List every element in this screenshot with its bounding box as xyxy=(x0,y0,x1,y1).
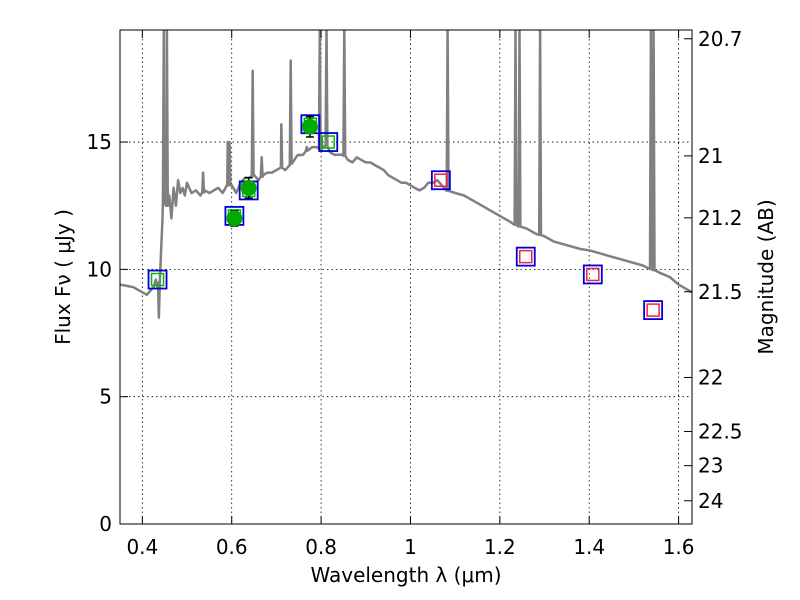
x-tick-label: 1.6 xyxy=(663,535,695,559)
x-tick-label: 1.2 xyxy=(484,535,516,559)
observed-point xyxy=(240,179,257,196)
observed-point xyxy=(301,118,318,135)
y2-axis-label: Magnitude (AB) xyxy=(754,199,778,354)
model-box-inner xyxy=(519,249,533,264)
model-box-outer xyxy=(643,300,664,321)
y2-tick-label: 22 xyxy=(698,365,723,389)
x-tick-label: 0.8 xyxy=(305,535,337,559)
x-tick-label: 1 xyxy=(404,535,417,559)
y2-tick-label: 24 xyxy=(698,489,723,513)
model-box-outer xyxy=(515,246,536,267)
y2-tick-label: 21.5 xyxy=(698,280,743,304)
template-spectrum-line xyxy=(120,30,692,319)
plot-area xyxy=(120,30,692,321)
model-box-outer xyxy=(582,264,603,285)
y2-axis: 20.7 21 21.2 21.5 22 22.5 23 24 xyxy=(684,27,743,513)
observed-point xyxy=(226,210,243,227)
model-box-outer xyxy=(318,132,339,152)
model-box-outer xyxy=(430,170,451,191)
y2-tick-label: 20.7 xyxy=(698,27,743,51)
observed-points xyxy=(226,115,318,227)
y-tick-label: 0 xyxy=(99,512,112,536)
y2-tick-label: 23 xyxy=(698,454,723,478)
y-tick-label: 5 xyxy=(99,385,112,409)
y2-tick-label: 22.5 xyxy=(698,420,743,444)
model-box-inner xyxy=(646,303,660,317)
y-axis-label: Flux Fν ( μJy ) xyxy=(51,209,75,345)
y2-tick-label: 21.2 xyxy=(698,206,743,230)
x-tick-label: 0.6 xyxy=(216,535,248,559)
x-axis: 0.4 0.6 0.8 1 1.2 1.4 1.6 xyxy=(126,30,695,559)
model-box-inner xyxy=(321,135,335,149)
model-box-inner xyxy=(150,272,165,287)
x-axis-label: Wavelength λ (μm) xyxy=(310,563,501,587)
y-tick-label: 15 xyxy=(87,130,112,154)
x-tick-label: 1.4 xyxy=(573,535,605,559)
y-tick-label: 10 xyxy=(87,257,112,281)
y2-tick-label: 21 xyxy=(698,144,723,168)
y-axis: 0 5 10 15 xyxy=(87,130,128,536)
model-box-outer xyxy=(147,269,168,290)
model-box-inner xyxy=(434,173,448,187)
plot-frame xyxy=(119,29,693,525)
model-box-inner xyxy=(586,267,600,282)
x-tick-label: 0.4 xyxy=(126,535,158,559)
